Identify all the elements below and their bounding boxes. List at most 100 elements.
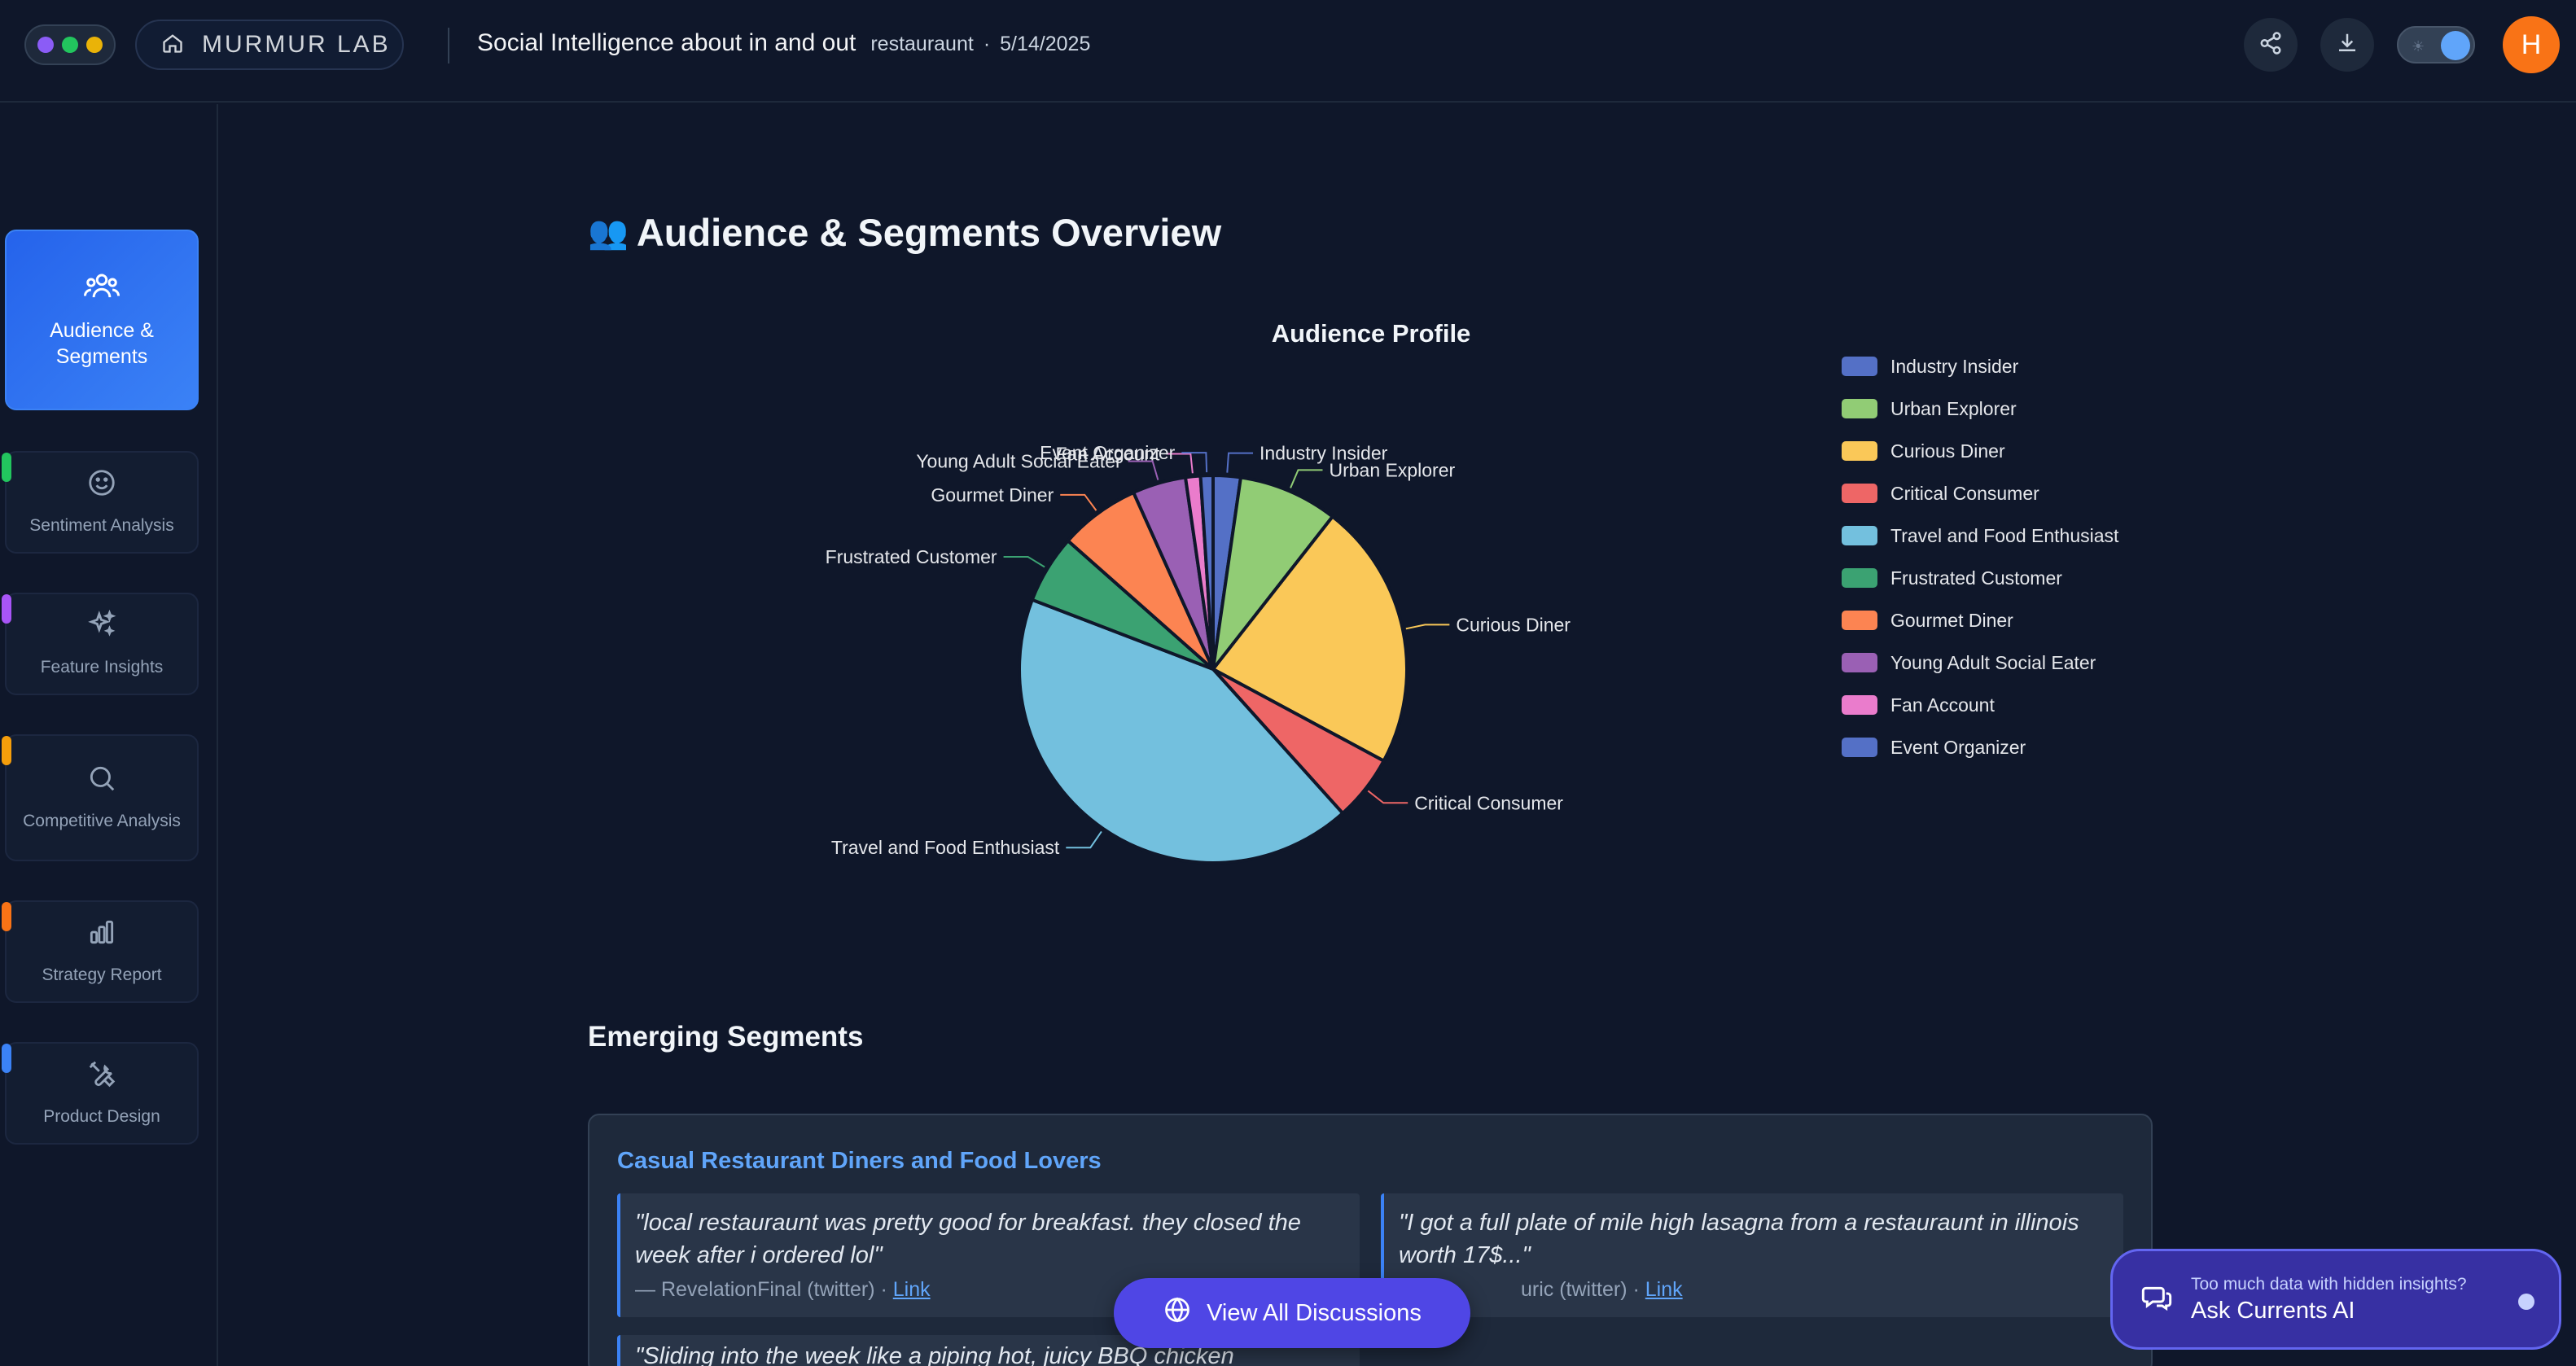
ask-ai-button[interactable]: Too much data with hidden insights? Ask … (2110, 1249, 2561, 1350)
sidebar-item-competitive-analysis[interactable]: Competitive Analysis (2, 734, 199, 861)
audience-profile-chart: Audience Profile Industry Insider Urban E… (586, 301, 2149, 920)
pie-label: Fan Account (1055, 443, 1159, 464)
users-icon (83, 270, 120, 309)
window-dot-purple[interactable] (37, 37, 54, 53)
pie-label-line (1367, 790, 1408, 804)
quote-link[interactable]: Link (1645, 1278, 1683, 1301)
legend-swatch[interactable] (1842, 484, 1877, 503)
meta-separator: · (983, 33, 991, 55)
sidebar-item-label: Sentiment Analysis (29, 515, 174, 535)
legend-swatch[interactable] (1842, 441, 1877, 461)
legend-swatch[interactable] (1842, 526, 1877, 545)
sidebar-accent (2, 902, 11, 931)
quote-text: "local restauraunt was pretty good for b… (635, 1210, 1301, 1268)
legend-label[interactable]: Travel and Food Enthusiast (1890, 525, 2119, 546)
pie-label: Young Adult Social Eater (916, 451, 1122, 472)
download-button[interactable] (2320, 18, 2374, 72)
ask-ai-text: Too much data with hidden insights? Ask … (2191, 1275, 2467, 1324)
pie-label-line (1166, 453, 1194, 474)
quote-source: — RevelationFinal (twitter) · Link (635, 1278, 1345, 1302)
legend-label[interactable]: Frustrated Customer (1890, 567, 2062, 589)
sidebar-item-audience-segments[interactable]: Audience & Segments (5, 230, 199, 410)
pie-label: Event Organizer (1040, 442, 1176, 463)
sidebar-item-feature-insights[interactable]: Feature Insights (2, 593, 199, 695)
keyword: restauraunt (870, 33, 974, 55)
window-dot-green[interactable] (62, 37, 78, 53)
pie-label-line (1128, 460, 1159, 480)
tools-icon (86, 1058, 117, 1097)
window-dot-yellow[interactable] (86, 37, 103, 53)
quote-author: — RevelationFinal (twitter) · (635, 1278, 893, 1301)
quote-text: "I got a full plate of mile high lasagna… (1399, 1210, 2079, 1268)
view-all-label: View All Discussions (1207, 1299, 1422, 1326)
quote-source: uric (twitter) · Link (1399, 1278, 2109, 1302)
pie-slice[interactable] (1210, 514, 1408, 764)
header-divider (448, 28, 449, 63)
sidebar-accent (2, 736, 11, 765)
legend-label[interactable]: Event Organizer (1890, 737, 2026, 758)
pie-label-line (1066, 830, 1102, 849)
legend-swatch[interactable] (1842, 611, 1877, 630)
share-button[interactable] (2244, 18, 2298, 72)
view-all-discussions-button[interactable]: View All Discussions (1114, 1278, 1470, 1348)
page-meta: restauraunt · 5/14/2025 (870, 33, 1090, 56)
legend-label[interactable]: Industry Insider (1890, 356, 2019, 377)
pie-slices (1018, 473, 1408, 865)
pie-label: Travel and Food Enthusiast (831, 837, 1060, 858)
legend-label[interactable]: Fan Account (1890, 694, 1995, 716)
legend-swatch[interactable] (1842, 357, 1877, 376)
sidebar-item-product-design[interactable]: Product Design (2, 1042, 199, 1145)
pie-label: Gourmet Diner (931, 484, 1054, 506)
sidebar-item-label: Product Design (43, 1106, 160, 1126)
pie-slice[interactable] (1018, 598, 1345, 865)
pie-label-line (1060, 493, 1097, 511)
sidebar-item-sentiment-analysis[interactable]: Sentiment Analysis (2, 451, 199, 554)
legend-label[interactable]: Young Adult Social Eater (1890, 652, 2096, 673)
toggle-knob (2441, 31, 2470, 60)
report-date: 5/14/2025 (1000, 33, 1091, 55)
chart-title: Audience Profile (1272, 319, 1471, 348)
sidebar-accent (2, 594, 11, 624)
theme-toggle[interactable]: ☀ (2397, 26, 2475, 63)
pie-slice[interactable] (1198, 473, 1215, 670)
page-title-text: Social Intelligence about in and out (477, 29, 856, 56)
sidebar-item-label: Strategy Report (42, 965, 162, 984)
legend-label[interactable]: Critical Consumer (1890, 483, 2039, 504)
search-icon (86, 763, 117, 801)
pie-label-line (1181, 452, 1208, 473)
sidebar-item-strategy-report[interactable]: Strategy Report (2, 900, 199, 1003)
sidebar-item-label: Competitive Analysis (23, 811, 181, 830)
share-icon (2258, 31, 2283, 59)
pie-label: Urban Explorer (1329, 459, 1455, 480)
globe-icon (1163, 1295, 1192, 1331)
legend-swatch[interactable] (1842, 653, 1877, 672)
legend-swatch[interactable] (1842, 399, 1877, 418)
quote-link[interactable]: Link (892, 1278, 931, 1301)
legend-swatch[interactable] (1842, 568, 1877, 588)
chat-icon (2140, 1281, 2173, 1318)
avatar[interactable]: H (2503, 16, 2560, 73)
legend-label[interactable]: Urban Explorer (1890, 398, 2017, 419)
legend-label[interactable]: Curious Diner (1890, 440, 2005, 462)
legend-swatch[interactable] (1842, 738, 1877, 757)
sidebar-accent (2, 453, 11, 482)
pie-label: Curious Diner (1456, 614, 1571, 635)
window-controls (24, 24, 116, 65)
section-title: 👥 Audience & Segments Overview (588, 210, 1221, 255)
page-title: Social Intelligence about in and out res… (477, 29, 1090, 57)
legend-swatch[interactable] (1842, 695, 1877, 715)
sun-icon: ☀ (2412, 38, 2425, 55)
people-emoji-icon: 👥 (588, 215, 629, 251)
quote-block: "I got a full plate of mile high lasagna… (1381, 1193, 2123, 1317)
sidebar-item-label: Feature Insights (40, 657, 164, 676)
sidebar-accent (2, 1044, 11, 1073)
pie-label-line (1226, 452, 1254, 473)
brand-home-button[interactable]: MURMUR LAB (135, 20, 404, 70)
download-icon (2335, 31, 2359, 59)
chart-legend: Industry Insider Urban Explorer Curious Di… (1842, 356, 2119, 758)
legend-label[interactable]: Gourmet Diner (1890, 610, 2013, 631)
pie-slice[interactable] (1210, 475, 1335, 676)
segment-card-title[interactable]: Casual Restaurant Diners and Food Lovers (617, 1148, 1102, 1174)
pie-label-line (1290, 469, 1323, 488)
